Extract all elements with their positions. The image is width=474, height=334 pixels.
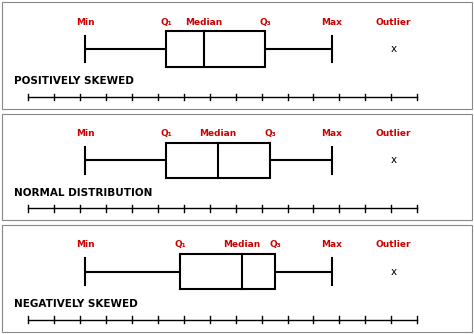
Text: Max: Max <box>321 129 342 138</box>
Text: Min: Min <box>76 240 95 249</box>
Text: Outlier: Outlier <box>376 18 411 27</box>
FancyBboxPatch shape <box>166 143 270 178</box>
Text: Q₁: Q₁ <box>174 240 186 249</box>
Text: NEGATIVELY SKEWED: NEGATIVELY SKEWED <box>14 299 138 309</box>
Text: Min: Min <box>76 18 95 27</box>
Text: Median: Median <box>200 129 237 138</box>
Text: Outlier: Outlier <box>376 240 411 249</box>
FancyBboxPatch shape <box>2 2 472 109</box>
Text: Q₁: Q₁ <box>160 129 172 138</box>
Text: Q₃: Q₃ <box>269 240 281 249</box>
Text: Median: Median <box>223 240 260 249</box>
Text: Max: Max <box>321 18 342 27</box>
Text: Q₃: Q₃ <box>264 129 276 138</box>
Text: x: x <box>391 155 396 165</box>
Text: Outlier: Outlier <box>376 129 411 138</box>
Text: x: x <box>391 267 396 277</box>
Text: Q₁: Q₁ <box>160 18 172 27</box>
Text: Min: Min <box>76 129 95 138</box>
Text: Median: Median <box>185 18 222 27</box>
FancyBboxPatch shape <box>180 254 275 290</box>
Text: NORMAL DISTRIBUTION: NORMAL DISTRIBUTION <box>14 188 153 198</box>
FancyBboxPatch shape <box>2 114 472 220</box>
Text: Q₃: Q₃ <box>260 18 271 27</box>
Text: POSITIVELY SKEWED: POSITIVELY SKEWED <box>14 76 134 86</box>
FancyBboxPatch shape <box>2 225 472 332</box>
FancyBboxPatch shape <box>166 31 265 67</box>
Text: Max: Max <box>321 240 342 249</box>
Text: x: x <box>391 44 396 54</box>
